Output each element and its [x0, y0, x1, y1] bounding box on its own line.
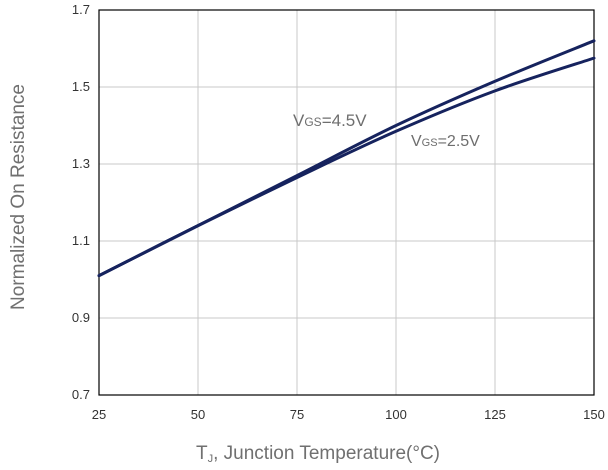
y-tick-label: 0.7	[72, 387, 90, 402]
series-label-rest: =4.5V	[322, 111, 368, 130]
y-tick-label: 0.9	[72, 310, 90, 325]
series-line-vgs-4-5v	[97, 39, 596, 278]
series-label-main: V	[293, 111, 305, 130]
x-axis-label-rest: , Junction Temperature(°C)	[213, 443, 440, 464]
y-tick-label: 1.5	[72, 79, 90, 94]
x-axis-label-sub: J	[208, 453, 214, 465]
series-line-vgs-2-5v	[97, 56, 596, 278]
series-label-rest: =2.5V	[438, 133, 481, 150]
x-tick-label: 75	[290, 407, 304, 422]
x-tick-label: 125	[484, 407, 506, 422]
grid	[99, 10, 594, 395]
plot-frame	[98, 9, 595, 396]
y-tick-label: 1.1	[72, 233, 90, 248]
y-tick-labels: 0.7 0.9 1.1 1.3 1.5 1.7	[72, 2, 90, 402]
x-tick-label: 100	[385, 407, 407, 422]
x-axis-label: TJ, Junction Temperature(°C)	[196, 443, 440, 465]
series-label-sub: GS	[304, 115, 321, 129]
x-tick-labels: 25 50 75 100 125 150	[92, 407, 605, 422]
x-tick-label: 25	[92, 407, 106, 422]
series-label-sub: GS	[422, 137, 438, 149]
y-axis-label: Normalized On Resistance	[8, 84, 29, 310]
series-label-vgs-4-5v: VGS=4.5V	[293, 111, 367, 130]
series-lines	[97, 39, 596, 278]
x-tick-label: 50	[191, 407, 205, 422]
y-tick-label: 1.3	[72, 156, 90, 171]
x-axis-label-main: T	[196, 443, 208, 464]
y-tick-label: 1.7	[72, 2, 90, 17]
series-label-vgs-2-5v: VGS=2.5V	[411, 133, 480, 150]
x-tick-label: 150	[583, 407, 605, 422]
series-label-main: V	[411, 133, 422, 150]
